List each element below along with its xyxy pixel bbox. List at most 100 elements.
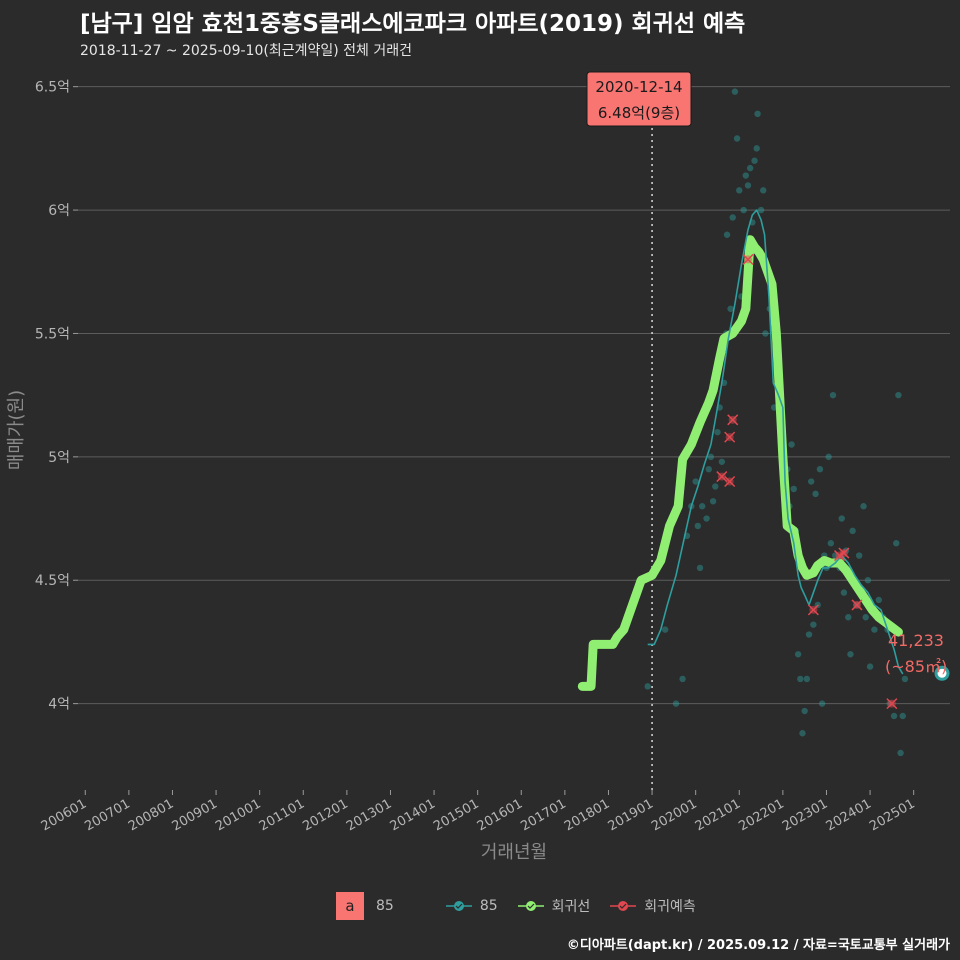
transaction-dot <box>762 330 769 337</box>
forecast-markers <box>716 253 898 710</box>
transaction-dot <box>644 683 651 690</box>
transaction-dot <box>705 465 712 473</box>
transaction-dot <box>744 182 752 189</box>
x-tick-label: 200701 <box>82 796 132 834</box>
x-tick-label: 202001 <box>649 796 699 834</box>
transaction-dot <box>871 626 878 633</box>
transaction-dot <box>899 712 906 720</box>
forecast-marker <box>724 475 736 488</box>
legend-85-label: 85 <box>479 898 498 914</box>
forecast-marker <box>807 604 819 616</box>
forecast-marker-dot <box>725 433 734 442</box>
x-tick-label: 201901 <box>606 796 656 834</box>
x-tick-label: 202101 <box>693 796 743 834</box>
transaction-dot <box>794 651 802 658</box>
transaction-dot <box>727 305 734 312</box>
legend-area-label: 85 <box>376 898 394 914</box>
legend-series-regression: 회귀선 <box>516 892 590 920</box>
transaction-dot <box>714 428 721 436</box>
forecast-marker <box>724 431 736 443</box>
forecast-marker <box>716 471 728 483</box>
x-tick-label: 202201 <box>736 796 786 834</box>
max-callout-box <box>586 71 692 127</box>
transaction-dot <box>799 730 806 737</box>
x-axis-label: 거래년월 <box>481 842 547 863</box>
transaction-dot <box>855 552 863 559</box>
legend: a 85 85 회귀선 회귀예측 <box>336 892 714 920</box>
transaction-dot <box>838 515 845 522</box>
transaction-dot <box>890 712 898 720</box>
x-tick-label: 201801 <box>562 796 612 834</box>
transaction-dot <box>816 465 824 473</box>
transaction-dot <box>803 675 811 683</box>
transaction-dot <box>742 172 750 179</box>
transaction-dot <box>751 157 758 164</box>
x-tick-label: 202401 <box>824 796 874 834</box>
x-tick-label: 201301 <box>344 796 394 834</box>
transaction-dot <box>864 577 872 584</box>
y-tick-label: 6.5억 <box>35 80 70 96</box>
transaction-dot <box>699 503 706 510</box>
forecast-marker-dot <box>887 699 896 708</box>
transaction-dot <box>860 503 867 510</box>
forecast-marker-dot <box>852 600 861 609</box>
forecast-marker-dot <box>717 472 726 481</box>
transaction-dot <box>718 458 726 465</box>
legend-85-key-icon <box>445 901 472 911</box>
chart-title: [남구] 임암 효천1중흥S클래스에코파크 아파트(2019) 회귀선 예측 <box>80 11 746 37</box>
legend-area-box: a <box>336 892 364 920</box>
footer-credit: ©디아파트(dapt.kr) / 2025.09.12 / 자료=국토교통부 실… <box>566 938 950 953</box>
transaction-dot <box>661 626 669 633</box>
y-tick-label: 5억 <box>48 450 70 466</box>
transaction-dot <box>805 631 813 638</box>
transaction-dot <box>790 485 797 493</box>
transaction-dot <box>753 145 760 152</box>
x-tick-label: 202301 <box>780 796 830 834</box>
transaction-dot <box>672 700 680 707</box>
x-tick-label: 200901 <box>170 796 220 834</box>
end-label-price: 41,233 <box>888 631 944 650</box>
transaction-dot <box>810 621 817 628</box>
transaction-dot <box>818 700 826 707</box>
transaction-dot <box>845 614 852 621</box>
forecast-marker <box>742 253 754 265</box>
max-callout-date: 2020-12-14 <box>595 78 682 96</box>
area-85-line <box>647 209 904 675</box>
area-85-polyline <box>647 209 904 675</box>
x-axis-ticks: 2006012007012008012009012010012011012012… <box>39 790 918 834</box>
regression-line <box>577 235 903 691</box>
y-tick-label: 6억 <box>48 203 70 219</box>
transaction-dot <box>897 749 904 757</box>
transaction-dot <box>829 391 837 399</box>
y-tick-label: 5.5억 <box>35 326 70 342</box>
y-tick-label: 4억 <box>48 697 70 713</box>
transaction-dots <box>644 88 909 757</box>
transaction-dot <box>731 88 739 95</box>
x-tick-label: 201501 <box>431 796 481 834</box>
y-tick-label: 4.5억 <box>35 573 70 589</box>
transaction-dot <box>736 187 743 194</box>
end-point-marker <box>934 665 950 681</box>
forecast-marker <box>727 414 739 426</box>
transaction-dot <box>797 675 804 683</box>
transaction-dot <box>709 498 717 505</box>
legend-area: a 85 <box>336 892 426 920</box>
forecast-marker-dot <box>725 477 734 486</box>
y-axis-label: 매매가(원) <box>6 390 27 470</box>
transaction-dot <box>801 707 808 715</box>
transaction-dot <box>875 596 882 604</box>
end-label-area: (~85㎡) <box>885 657 947 676</box>
x-tick-label: 201401 <box>388 796 438 834</box>
transaction-dot <box>760 187 767 194</box>
forecast-marker <box>851 599 863 611</box>
forecast-marker <box>886 698 898 710</box>
transaction-dot <box>895 391 902 399</box>
transaction-dot <box>712 483 719 490</box>
x-tick-label: 201101 <box>257 796 307 834</box>
x-tick-label: 200801 <box>126 796 176 834</box>
forecast-marker-dot <box>728 415 737 424</box>
transaction-dot <box>754 110 761 118</box>
transaction-dot <box>733 135 741 142</box>
transaction-dot <box>862 614 869 621</box>
